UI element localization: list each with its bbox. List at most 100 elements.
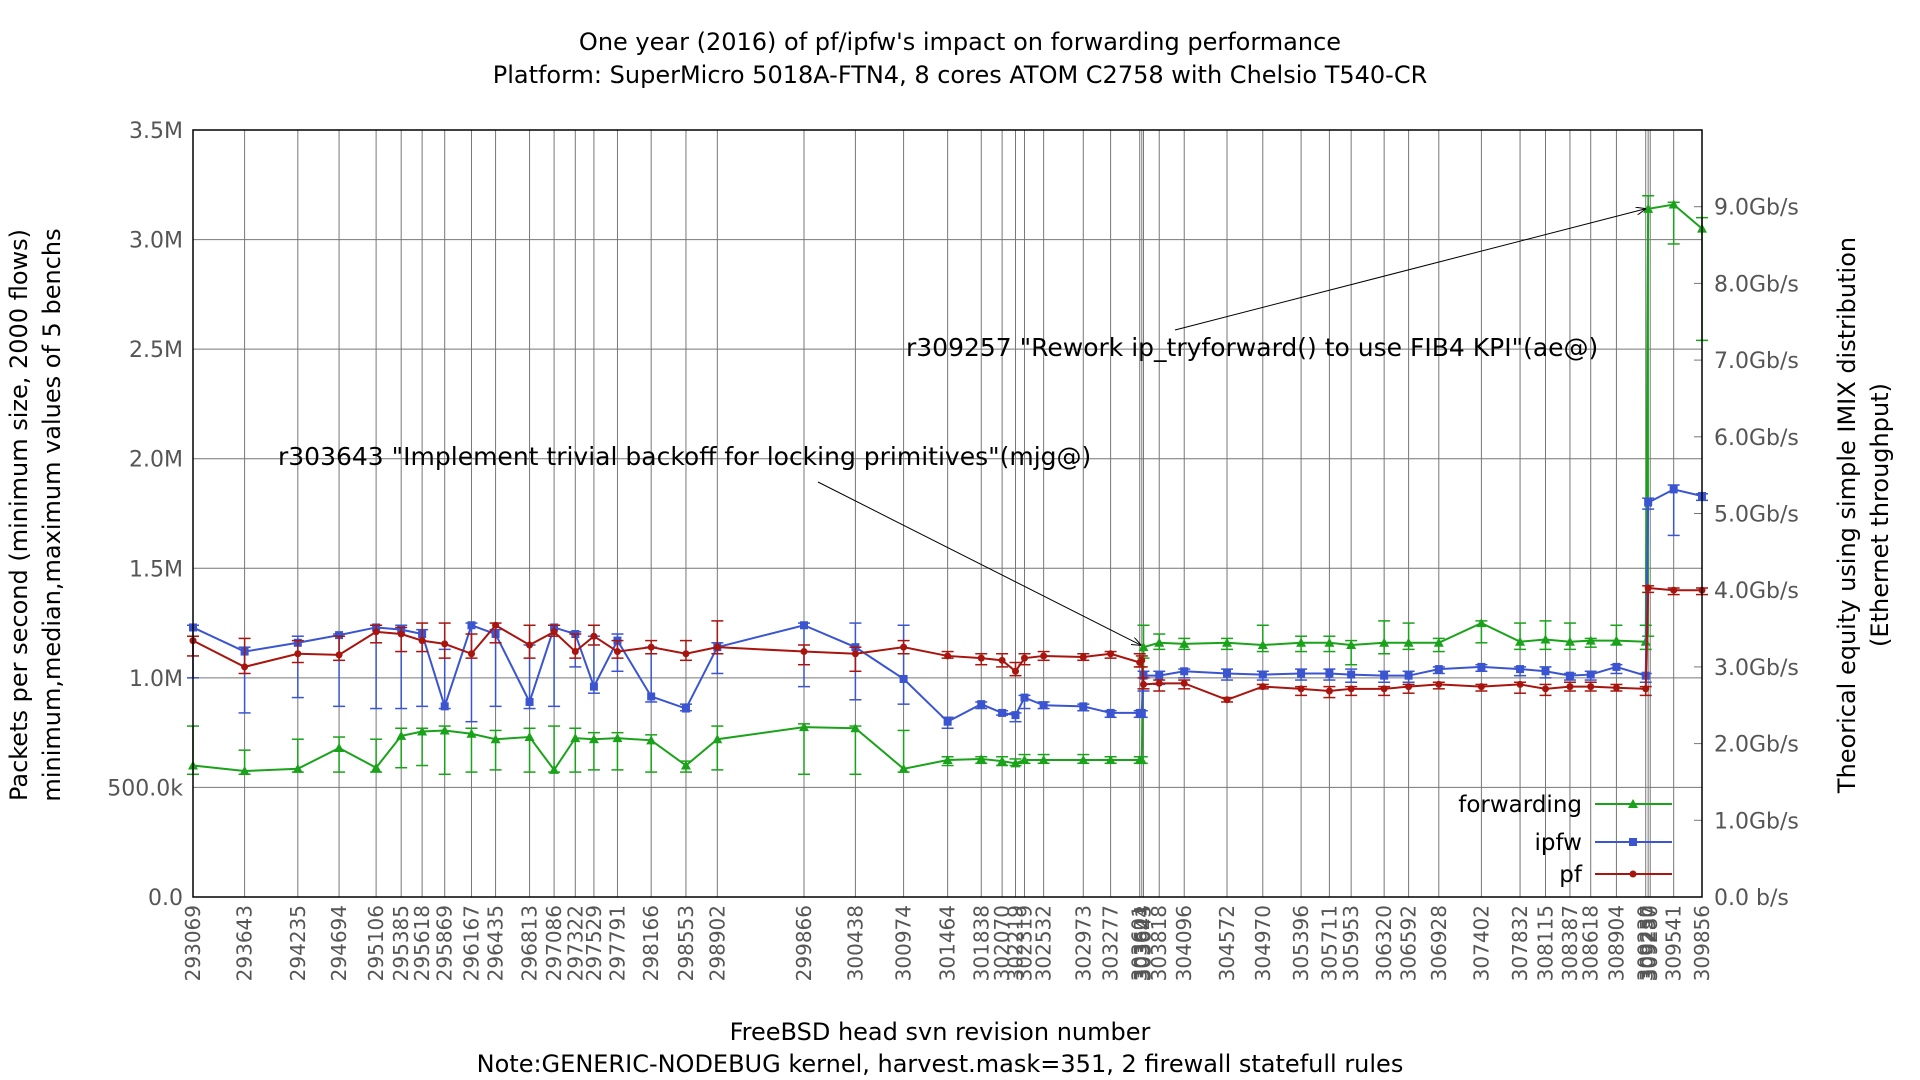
annotation-arrow-r309257: [1174, 209, 1645, 331]
x-tick-label: 297791: [605, 905, 629, 981]
chart-note: Note:GENERIC-NODEBUG kernel, harvest.mas…: [477, 1050, 1404, 1078]
series-forwarding: [187, 194, 1708, 776]
pf-point: [1477, 683, 1485, 691]
y-tick-label: 500.0k: [107, 776, 183, 801]
y2-tick-label: 1.0Gb/s: [1714, 809, 1799, 834]
y2-tick-label: 5.0Gb/s: [1714, 503, 1799, 528]
x-axis-label: FreeBSD head svn revision number: [730, 1018, 1151, 1046]
forwarding-point: [1154, 637, 1165, 647]
pf-point: [1670, 586, 1678, 594]
pf-point: [1259, 683, 1267, 691]
x-tick-label: 308904: [1604, 905, 1628, 981]
ipfw-point: [977, 700, 986, 709]
grid-lines: [192, 129, 1703, 898]
ipfw-point: [1644, 498, 1653, 507]
pf-point: [1325, 687, 1333, 695]
forwarding-point: [1564, 636, 1575, 646]
pf-point: [851, 650, 859, 658]
x-tick-label: 309856: [1690, 905, 1714, 981]
ipfw-point: [1180, 667, 1189, 676]
forwarding-point: [1019, 755, 1030, 765]
forwarding-point: [1324, 637, 1335, 647]
x-tick-label: 298902: [705, 905, 729, 981]
pf-point: [1297, 685, 1305, 693]
ipfw-point: [335, 631, 344, 640]
pf-point: [441, 640, 449, 648]
forwarding-point: [1515, 636, 1526, 646]
forwarding-point: [712, 734, 723, 744]
pf-point: [1138, 656, 1146, 664]
pf-point: [613, 648, 621, 656]
y2-tick-label: 3.0Gb/s: [1714, 656, 1799, 681]
ipfw-point: [589, 682, 598, 691]
pf-point: [1180, 679, 1188, 687]
x-axis-ticks: 293069 293643 294235 294694 295106 2953852956…: [181, 905, 1714, 981]
x-tick-label: 303601: [1128, 905, 1152, 981]
pf-point: [900, 643, 908, 651]
x-tick-label: 303277: [1099, 905, 1123, 981]
forwarding-point: [1078, 755, 1089, 765]
x-tick-label: 303643: [1132, 905, 1156, 981]
x-tick-label: 309280: [1638, 905, 1662, 981]
ipfw-point: [467, 621, 476, 630]
forwarding-point: [1138, 642, 1149, 652]
ipfw-point: [1516, 665, 1525, 674]
ipfw-point: [1565, 671, 1574, 680]
pf-point: [1020, 654, 1028, 662]
pf-point: [241, 663, 249, 671]
y-axis-ticks: 0.0 500.0k 1.0M 1.5M 2.0M 2.5M 3.0M 3.5M: [107, 119, 183, 911]
forwarding-point: [1105, 755, 1116, 765]
forwarding-point: [396, 730, 407, 740]
legend-pf-point: [1629, 870, 1637, 878]
y2-axis-label-2: (Ethernet throughput): [1866, 383, 1894, 647]
pf-point: [1079, 653, 1087, 661]
forwarding-point: [1038, 755, 1049, 765]
series-ipfw: [187, 484, 1708, 730]
ipfw-point: [1612, 662, 1621, 671]
ipfw-point: [647, 692, 656, 701]
legend-label-forwarding: forwarding: [1458, 792, 1582, 818]
y-tick-label: 1.0M: [129, 667, 183, 692]
pf-point: [1405, 683, 1413, 691]
pf-point: [1040, 652, 1048, 660]
ipfw-point: [1223, 669, 1232, 678]
pf-point: [1347, 685, 1355, 693]
ipfw-point: [1079, 702, 1088, 711]
x-tick-label: 300974: [892, 905, 916, 981]
forwarding-point: [1296, 637, 1307, 647]
x-tick-label: 308115: [1533, 905, 1557, 981]
ipfw-point: [1325, 669, 1334, 678]
pf-point: [682, 650, 690, 658]
forwarding-point: [570, 733, 581, 743]
forwarding-point: [549, 764, 560, 774]
pf-point: [294, 650, 302, 658]
pf-point: [998, 656, 1006, 664]
forwarding-point: [1476, 618, 1487, 628]
x-tick-label: 302532: [1032, 905, 1056, 981]
x-tick-label: 302973: [1071, 905, 1095, 981]
x-tick-label: 298553: [674, 905, 698, 981]
x-tick-label: 304572: [1215, 905, 1239, 981]
x-tick-label: 309230: [1634, 905, 1658, 981]
pf-point: [713, 643, 721, 651]
x-tick-label: 305396: [1289, 905, 1313, 981]
forwarding-point: [371, 762, 382, 772]
ipfw-point: [525, 697, 534, 706]
ipfw-point: [1106, 708, 1115, 717]
x-tick-label: 295385: [389, 905, 413, 981]
forwarding-point: [1611, 635, 1622, 645]
annotation-r303643: r303643 "Implement trivial backoff for l…: [278, 442, 1091, 471]
forwarding-point: [292, 763, 303, 773]
x-tick-label: 296167: [459, 905, 483, 981]
x-tick-label: 308618: [1579, 905, 1603, 981]
ipfw-point: [1297, 669, 1306, 678]
forwarding-point: [1136, 755, 1147, 765]
legend-ipfw-point: [1629, 838, 1637, 846]
ipfw-line: [192, 488, 1703, 723]
pf-point: [944, 652, 952, 660]
x-tick-label: 295869: [433, 905, 457, 981]
y2-tick-label: 4.0Gb/s: [1714, 579, 1799, 604]
forwarding-point: [239, 765, 250, 775]
x-tick-label: 296435: [484, 905, 508, 981]
